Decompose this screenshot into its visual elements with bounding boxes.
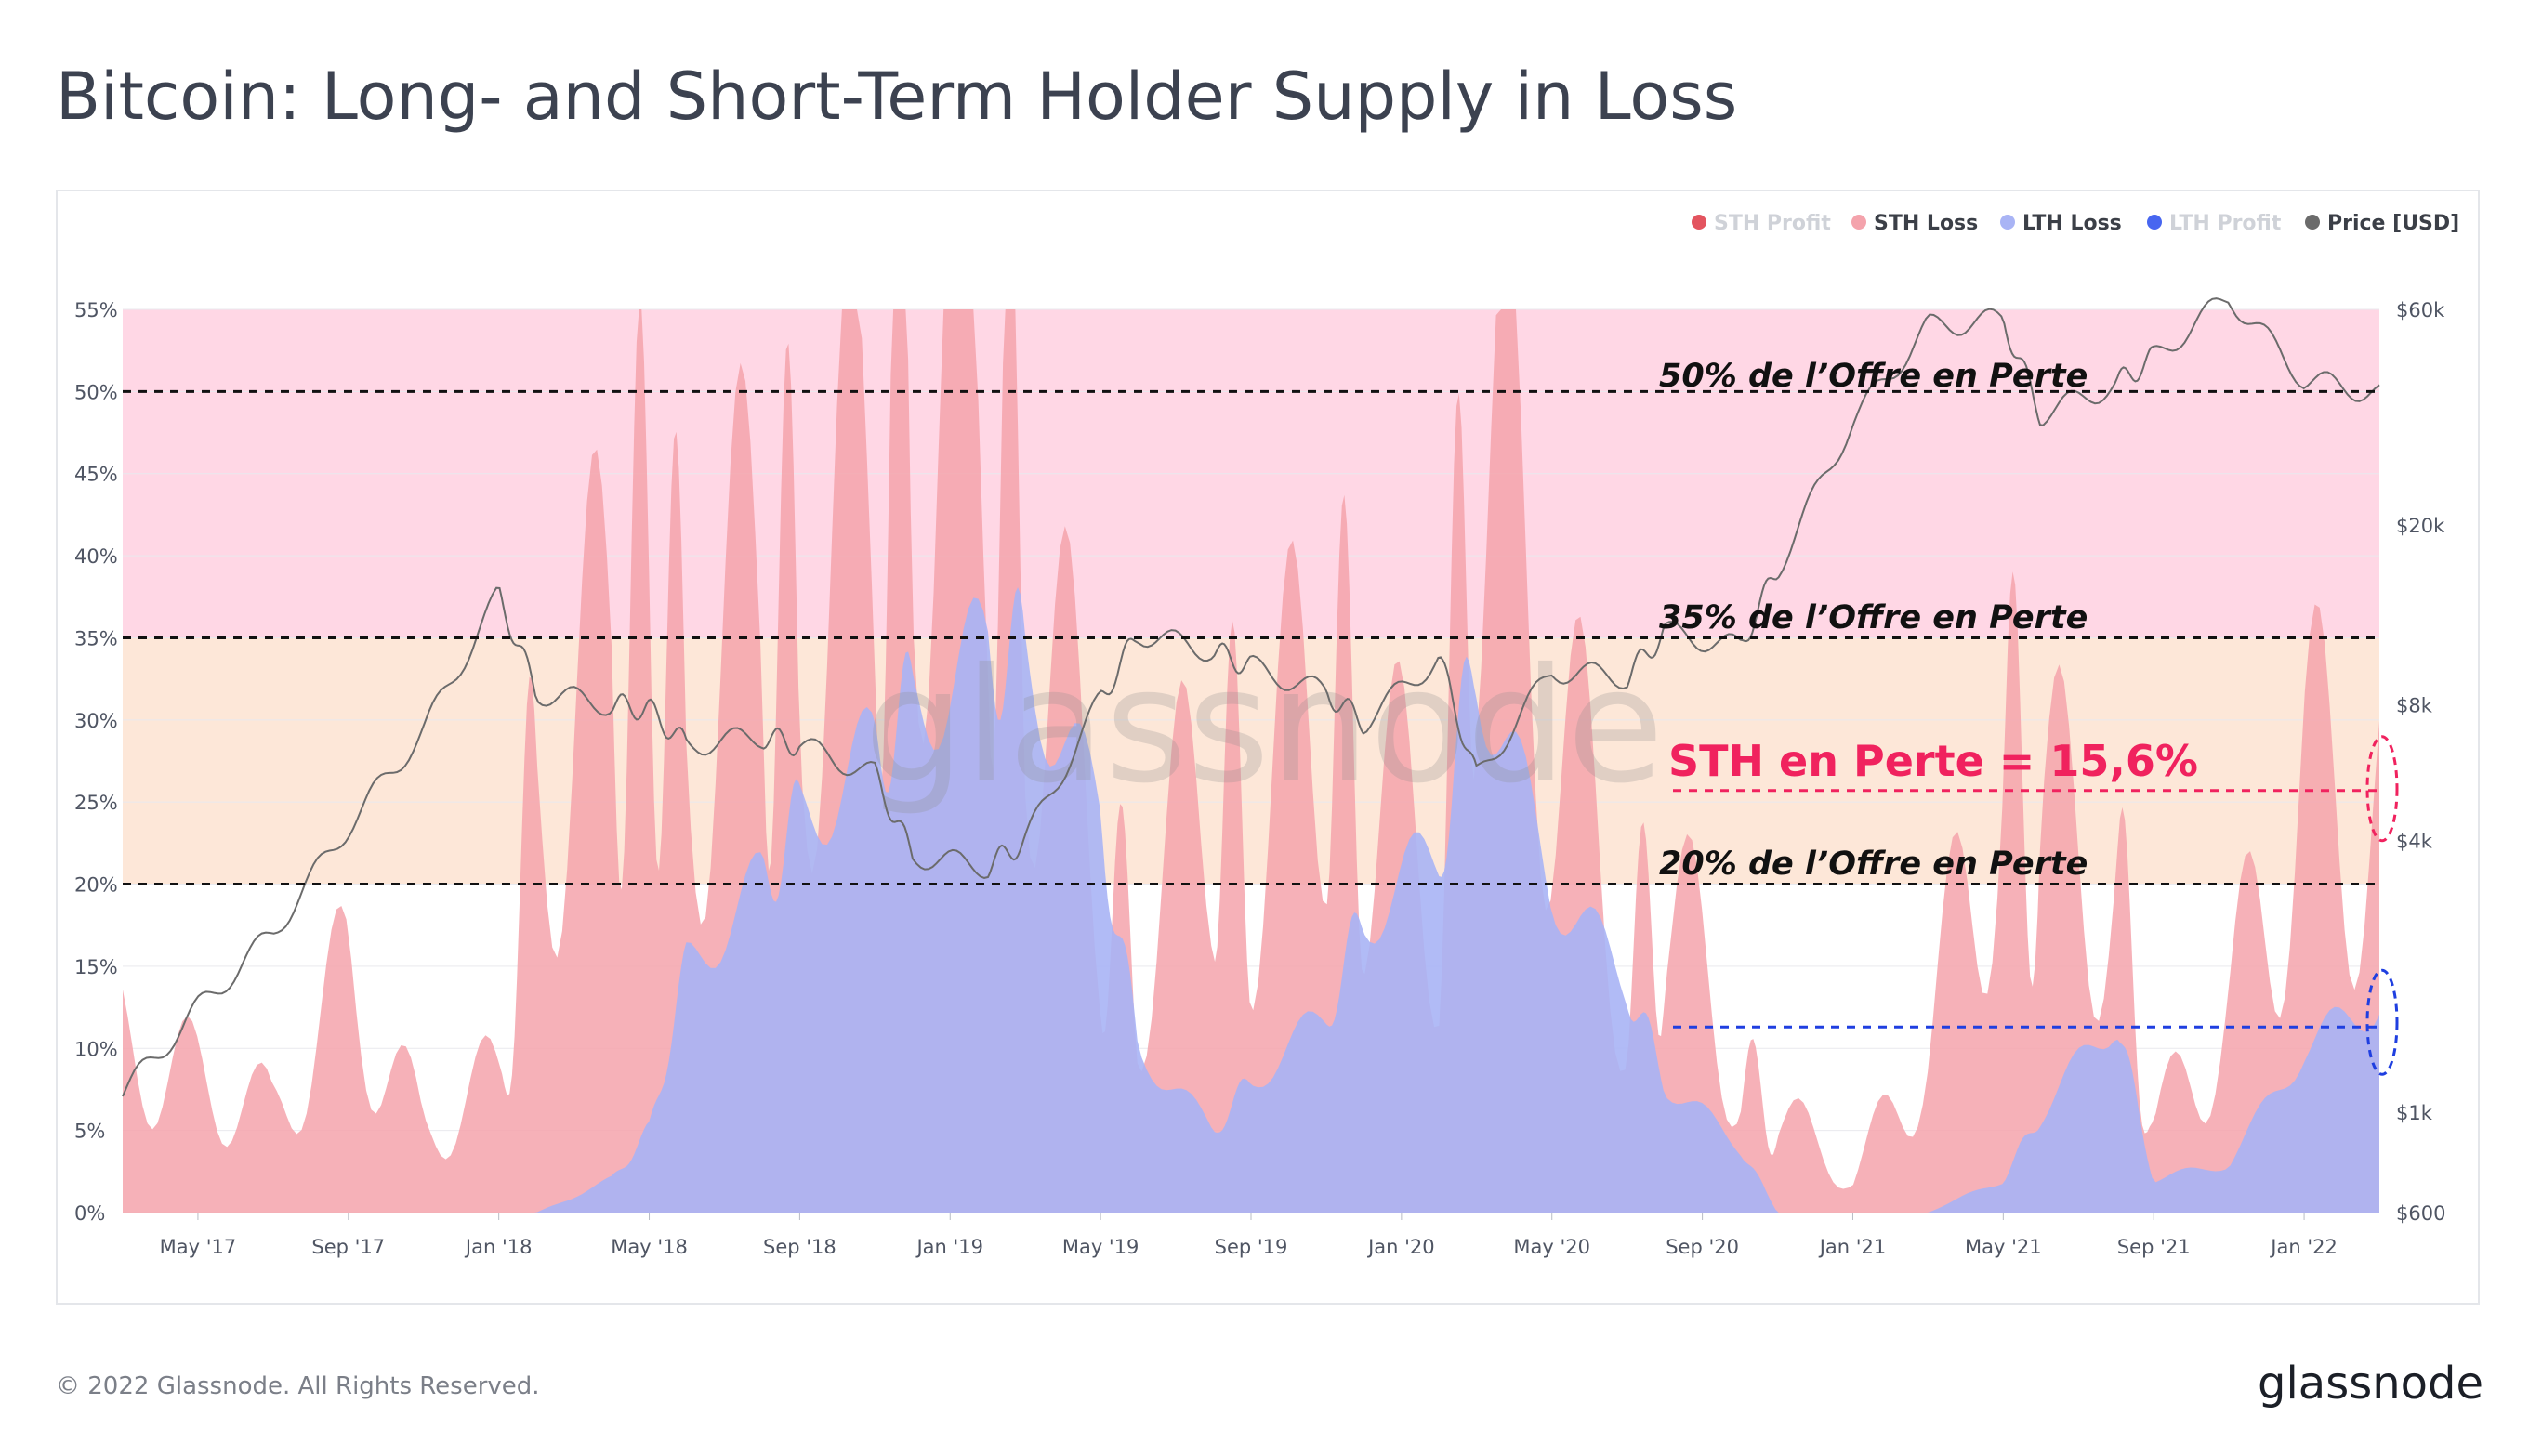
legend-item-sth_profit: STH Profit [1692,212,1831,235]
chart-title: Bitcoin: Long- and Short-Term Holder Sup… [56,59,1737,135]
annotation-50: 50% de l’Offre en Perte [1659,358,2088,395]
reference-lines [123,389,2379,886]
legend-label: Price [USD] [2327,212,2459,235]
glassnode-logo: glassnode [2258,1358,2483,1410]
legend-swatch [1692,215,1706,230]
y-left-tick-label: 0% [74,1202,105,1225]
y-right-tick-label: $8k [2396,694,2433,716]
y-left-tick-label: 5% [74,1121,105,1143]
y-left-tick-label: 25% [74,792,118,814]
legend-item-lth_loss: LTH Loss [2000,212,2122,235]
left-axis: 0% 5% 10% 15% 20% 25% 30% 35% 40% 45% 50% 55% [74,299,118,1225]
legend-item-price: Price [USD] [2305,212,2459,235]
legend-item-lth_profit: LTH Profit [2147,212,2282,235]
legend-swatch [2305,215,2320,230]
x-tick-label: Jan '19 [915,1236,983,1258]
x-tick-label: Jan '18 [464,1236,533,1258]
legend-label: STH Loss [1874,212,1978,235]
y-right-tick-label: $1k [2396,1102,2433,1124]
y-left-tick-label: 35% [74,627,118,649]
x-tick-label: May '17 [160,1236,237,1258]
y-left-tick-label: 30% [74,710,118,732]
x-tick-label: Jan '21 [1818,1236,1887,1258]
y-left-tick-label: 15% [74,956,118,978]
legend-label: LTH Profit [2169,212,2282,235]
x-tick-label: Sep '21 [2117,1236,2191,1258]
y-right-tick-label: $600 [2396,1202,2445,1225]
markers [1673,735,2399,1076]
y-left-tick-label: 50% [74,381,118,403]
lth-marker-ellipse [2365,968,2399,1076]
watermark: glassnode [864,635,1665,819]
lth-loss-area [123,587,2379,1213]
legend-swatch [2000,215,2015,230]
annotation-35: 35% de l’Offre en Perte [1659,599,2088,636]
y-left-tick-label: 40% [74,545,118,568]
sth-marker-ellipse [2365,735,2399,843]
x-tick-label: May '19 [1062,1236,1139,1258]
y-left-tick-label: 10% [74,1038,118,1060]
annotation-sth: STH en Perte = 15,6% [1668,736,2198,786]
legend-swatch [1851,215,1866,230]
x-tick-label: May '21 [1965,1236,2042,1258]
legend: STH Profit STH Loss LTH Loss LTH Profit Pric… [1692,212,2459,235]
price-line [122,297,2380,1097]
y-right-tick-label: $60k [2396,299,2445,321]
y-left-tick-label: 20% [74,874,118,897]
x-tick-label: Jan '22 [2269,1236,2338,1258]
legend-swatch [2147,215,2162,230]
legend-label: LTH Loss [2022,212,2122,235]
y-left-tick-label: 55% [74,299,118,321]
x-axis: May '17 Sep '17 Jan '18 May '18 Sep '18 Jan '… [160,1213,2338,1258]
legend-label: STH Profit [1714,212,1831,235]
copyright: © 2022 Glassnode. All Rights Reserved. [56,1372,540,1400]
y-left-tick-label: 45% [74,464,118,486]
x-tick-label: Sep '20 [1666,1236,1739,1258]
x-tick-label: Sep '17 [311,1236,385,1258]
right-axis: $600 $1k $4k $8k $20k $60k [2396,299,2445,1225]
annotation-20: 20% de l’Offre en Perte [1659,846,2088,883]
x-tick-label: Sep '18 [763,1236,836,1258]
legend-item-sth_loss: STH Loss [1851,212,1978,235]
y-right-tick-label: $20k [2396,515,2445,537]
x-tick-label: May '18 [611,1236,688,1258]
x-tick-label: Jan '20 [1366,1236,1435,1258]
x-tick-label: Sep '19 [1215,1236,1288,1258]
y-right-tick-label: $4k [2396,831,2433,853]
x-tick-label: May '20 [1513,1236,1590,1258]
